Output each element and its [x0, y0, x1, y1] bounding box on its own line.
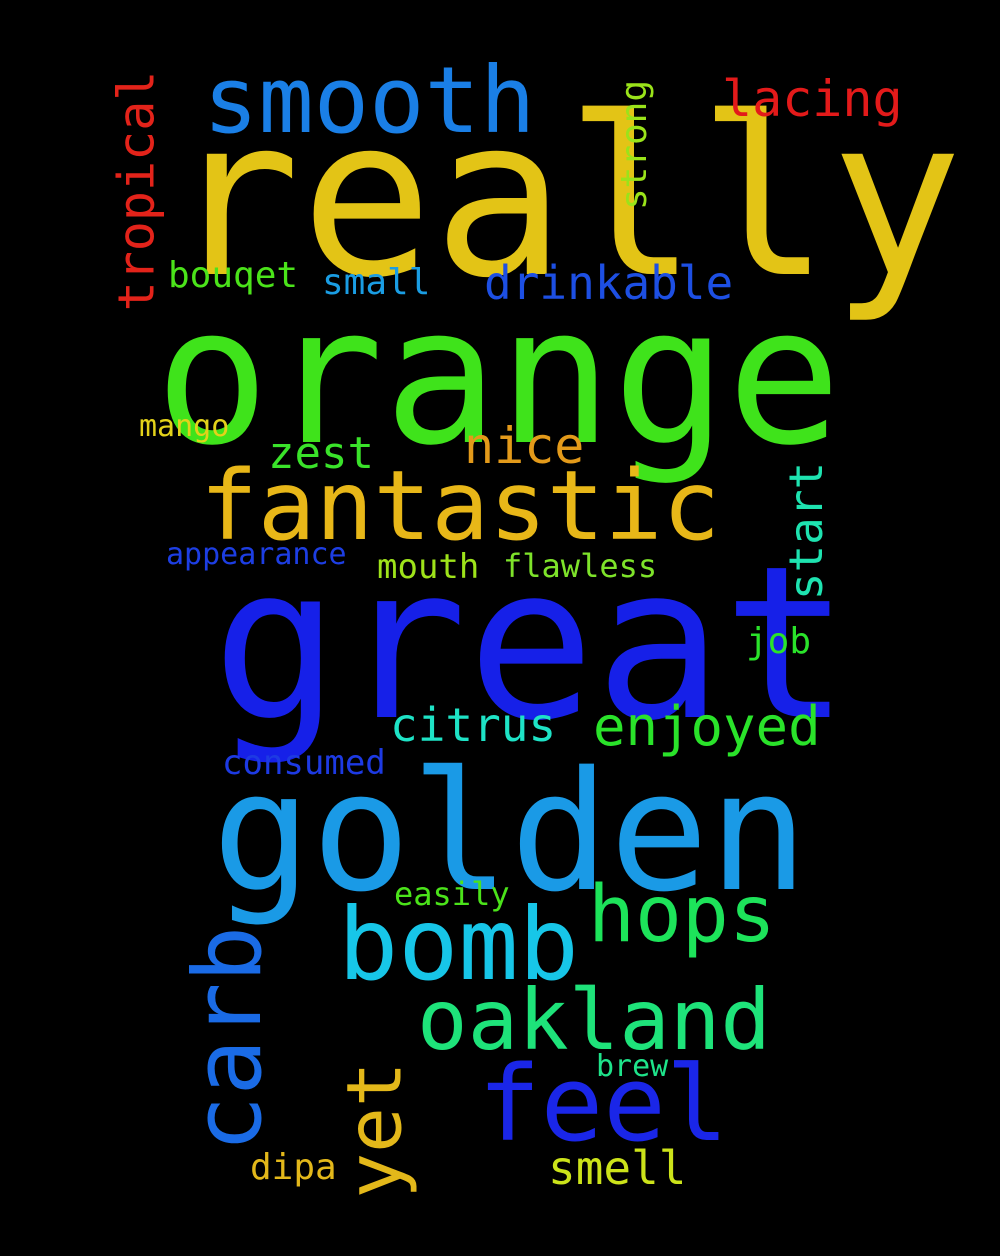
word-brew: brew	[596, 1049, 669, 1084]
word-enjoyed: enjoyed	[593, 695, 821, 758]
word-lacing: lacing	[722, 70, 903, 128]
word-carb: carb	[174, 925, 284, 1153]
word-hops: hops	[588, 870, 776, 960]
word-mouth: mouth	[377, 547, 480, 587]
word-consumed: consumed	[222, 743, 386, 783]
word-zest: zest	[268, 428, 374, 479]
word-small: small	[322, 262, 431, 303]
word-flawless: flawless	[503, 547, 658, 585]
word-mango: mango	[139, 409, 230, 444]
word-feel: feel	[478, 1043, 729, 1165]
word-tropical: tropical	[107, 70, 166, 312]
word-yet: yet	[329, 1061, 419, 1199]
word-smooth: smooth	[203, 47, 536, 154]
word-citrus: citrus	[390, 698, 557, 752]
word-fantastic: fantastic	[200, 450, 721, 562]
word-nice: nice	[464, 417, 585, 475]
word-really: really	[168, 70, 963, 326]
word-strong: strong	[614, 79, 656, 211]
word-smell: smell	[548, 1141, 687, 1195]
word-great: great	[212, 520, 851, 767]
word-start: start	[779, 461, 834, 601]
word-bouqet: bouqet	[168, 255, 299, 296]
word-dipa: dipa	[250, 1147, 337, 1188]
word-easily: easily	[394, 875, 510, 913]
word-appearance: appearance	[166, 537, 347, 572]
word-drinkable: drinkable	[484, 256, 734, 310]
word-bomb: bomb	[338, 886, 579, 1003]
word-job: job	[746, 621, 812, 662]
word-golden: golden	[212, 736, 809, 928]
word-oakland: oakland	[417, 971, 772, 1069]
word-orange: orange	[155, 266, 842, 487]
